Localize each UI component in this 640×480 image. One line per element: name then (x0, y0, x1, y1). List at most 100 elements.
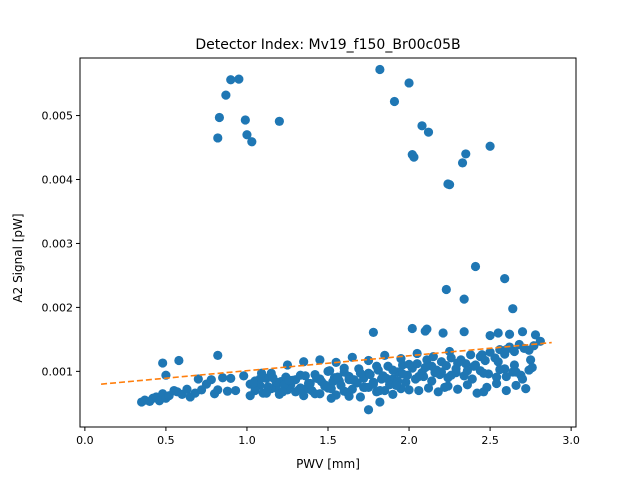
data-point (526, 355, 536, 365)
data-point (509, 346, 520, 357)
data-point (530, 330, 541, 340)
data-point (493, 328, 503, 338)
data-point (231, 385, 241, 396)
data-point (433, 387, 443, 397)
data-point (372, 361, 382, 371)
data-point (213, 133, 223, 143)
data-point (491, 378, 502, 389)
data-point (368, 379, 378, 389)
data-point (501, 371, 511, 382)
data-point (300, 371, 310, 381)
data-point (310, 389, 320, 399)
data-point (495, 364, 505, 375)
data-point (430, 368, 440, 378)
data-point (388, 365, 398, 375)
data-point (242, 130, 252, 140)
data-point (193, 374, 203, 384)
data-point (261, 388, 272, 398)
data-point (282, 360, 293, 370)
data-point (381, 373, 391, 383)
data-point (323, 366, 333, 376)
x-tick-label: 1.0 (238, 434, 256, 447)
data-point (174, 355, 184, 366)
data-point (517, 374, 528, 384)
data-point (226, 373, 236, 383)
data-point (326, 393, 336, 403)
data-point (404, 78, 414, 88)
data-point (527, 362, 537, 373)
y-tick-label: 0.002 (42, 301, 74, 314)
data-point (326, 384, 336, 394)
data-point (389, 96, 400, 107)
data-point (299, 357, 309, 367)
data-point (316, 376, 327, 387)
data-point (462, 380, 472, 390)
plot-area (100, 64, 552, 415)
data-point (336, 380, 346, 391)
y-tick-label: 0.001 (42, 365, 74, 378)
data-point (504, 329, 515, 339)
data-point (479, 387, 489, 397)
data-point (240, 115, 250, 125)
data-point (375, 64, 385, 75)
data-point (248, 378, 259, 388)
data-point (423, 383, 434, 393)
data-point (461, 359, 471, 369)
data-point (182, 384, 192, 394)
data-point (245, 391, 255, 401)
data-point (396, 353, 406, 364)
data-point (444, 180, 455, 190)
y-axis-label: A2 Signal [pW] (11, 213, 25, 302)
data-point (359, 382, 369, 392)
data-point (226, 75, 236, 85)
data-point (457, 158, 468, 168)
x-tick-label: 3.0 (562, 434, 580, 447)
data-point (404, 359, 414, 369)
x-tick-label: 2.0 (400, 434, 418, 447)
data-point (509, 360, 520, 370)
data-point (453, 358, 463, 368)
data-point (501, 385, 511, 396)
data-point (459, 327, 469, 337)
data-point (422, 324, 432, 334)
data-point (477, 350, 487, 360)
data-point (221, 90, 231, 100)
data-point (294, 385, 304, 395)
data-point (247, 137, 257, 147)
data-point (485, 330, 495, 341)
plot-frame (79, 57, 577, 428)
data-point (239, 371, 249, 381)
data-point (274, 116, 284, 126)
data-point (333, 372, 343, 382)
data-point (404, 385, 414, 395)
data-point (428, 352, 438, 362)
data-point (423, 127, 434, 137)
data-point (218, 373, 228, 383)
data-point (511, 380, 521, 391)
data-point (462, 366, 472, 376)
x-axis: 0.0 0.5 1.0 1.5 2.0 2.5 3.0 (76, 427, 580, 447)
data-point (213, 350, 223, 360)
x-tick-label: 1.5 (319, 434, 337, 447)
data-point (440, 382, 450, 392)
data-point (479, 368, 489, 378)
data-point (444, 346, 455, 357)
data-point (461, 149, 471, 159)
data-point (459, 294, 469, 304)
data-point (303, 378, 314, 389)
data-point (407, 323, 417, 334)
data-point (158, 358, 168, 368)
y-axis: 0.001 0.002 0.003 0.004 0.005 (42, 110, 80, 378)
data-point (493, 357, 503, 367)
data-point (453, 384, 463, 394)
data-point (412, 348, 422, 359)
data-point (466, 350, 476, 360)
y-tick-label: 0.005 (42, 110, 74, 123)
data-point (441, 361, 451, 371)
data-point (388, 389, 398, 399)
y-tick-label: 0.003 (42, 237, 74, 250)
data-point (500, 274, 510, 284)
data-point (446, 370, 456, 380)
